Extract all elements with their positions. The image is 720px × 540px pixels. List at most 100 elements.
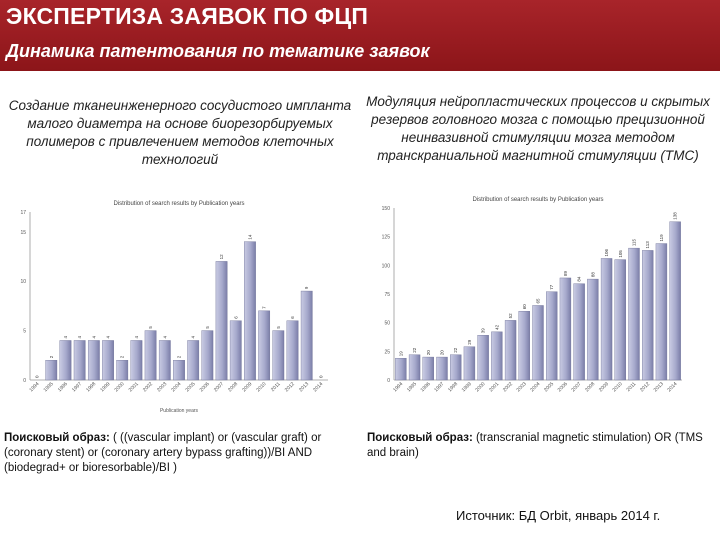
x-tick-label: 2003 [156, 381, 168, 393]
bar [258, 310, 271, 381]
x-tick-label: 2001 [488, 381, 500, 393]
x-tick-label: 2004 [529, 381, 541, 393]
bar [244, 241, 256, 381]
data-label: 4 [134, 335, 139, 338]
data-label: 88 [590, 272, 595, 278]
bar [628, 247, 640, 381]
data-label: 4 [91, 335, 96, 338]
slide-subtitle: Динамика патентования по тематике заявок [6, 41, 430, 61]
x-tick-label: 2008 [584, 381, 596, 393]
bar [130, 340, 143, 381]
bar [395, 358, 407, 381]
x-tick-label: 1997 [433, 381, 445, 393]
bar [215, 261, 228, 381]
data-label: 105 [618, 250, 623, 258]
bar [573, 283, 585, 381]
bar [518, 310, 530, 381]
y-tick-label: 10 [20, 279, 26, 285]
x-tick-label: 2005 [543, 381, 555, 393]
data-label: 20 [440, 350, 445, 356]
x-tick-label: 1996 [420, 381, 432, 393]
data-label: 113 [645, 241, 650, 249]
bar [73, 340, 86, 381]
x-tick-label: 2011 [626, 381, 638, 393]
bar [546, 291, 558, 381]
data-label: 19 [398, 351, 403, 357]
bar [173, 360, 185, 381]
left-chart-svg: Distribution of search results by Public… [20, 201, 328, 414]
y-tick-label: 5 [23, 329, 26, 335]
x-tick-label: 2003 [516, 381, 528, 393]
bar [144, 330, 157, 381]
bar [300, 290, 313, 381]
y-tick-label: 17 [20, 210, 26, 216]
data-label: 115 [632, 238, 637, 246]
data-label: 4 [77, 335, 82, 338]
x-tick-label: 1996 [57, 381, 69, 393]
x-tick-label: 1994 [392, 381, 404, 393]
data-label: 60 [522, 304, 527, 310]
bar [229, 320, 242, 381]
y-tick-label: 0 [387, 378, 390, 384]
bar [463, 346, 476, 381]
data-label: 5 [276, 326, 281, 329]
x-tick-label: 2009 [598, 381, 610, 393]
left-topic: Создание тканеинженерного сосудистого им… [8, 98, 352, 167]
data-label: 138 [673, 212, 678, 220]
bar [614, 259, 626, 381]
y-tick-label: 50 [384, 321, 390, 327]
data-label: 89 [563, 270, 568, 276]
x-tick-label: 2013 [298, 381, 310, 393]
bar [532, 305, 544, 381]
data-label: 0 [318, 375, 323, 378]
slide-title: ЭКСПЕРТИЗА ЗАЯВОК ПО ФЦП [6, 3, 369, 29]
data-label: 4 [106, 335, 111, 338]
left-query-text: ( ((vascular implant) or (vascular graft… [4, 432, 322, 474]
data-label: 7 [262, 306, 267, 309]
data-label: 4 [191, 335, 196, 338]
right-chart-svg: Distribution of search results by Public… [382, 197, 682, 393]
x-tick-label: 2010 [255, 381, 267, 393]
data-label: 39 [481, 328, 486, 334]
bar [642, 250, 654, 381]
bar [559, 277, 572, 381]
right-query-label: Поисковый образ: [367, 432, 473, 444]
y-tick-label: 100 [382, 263, 391, 269]
bar [587, 278, 599, 381]
data-label: 4 [63, 335, 68, 338]
left-query-label: Поисковый образ: [4, 432, 110, 444]
bar [477, 335, 489, 381]
bar [87, 340, 100, 381]
bar [102, 340, 114, 381]
y-tick-label: 125 [382, 235, 391, 241]
data-label: 65 [536, 298, 541, 304]
data-label: 2 [49, 355, 54, 358]
data-label: 77 [549, 284, 554, 290]
bar [116, 360, 129, 381]
y-tick-label: 25 [384, 349, 390, 355]
x-tick-label: 2001 [128, 381, 140, 393]
right-chart: Distribution of search results by Public… [368, 192, 692, 414]
bar [45, 360, 58, 381]
bar [158, 340, 171, 381]
x-tick-label: 2014 [312, 381, 324, 393]
bar [59, 340, 72, 381]
x-tick-label: 2005 [184, 381, 196, 393]
data-label: 119 [659, 234, 664, 242]
data-label: 14 [247, 234, 252, 240]
bar [187, 340, 200, 381]
x-tick-label: 1997 [71, 381, 83, 393]
x-tick-label: 2011 [270, 381, 282, 393]
x-tick-label: 2007 [213, 381, 225, 393]
x-tick-label: 2012 [639, 381, 651, 393]
data-label: 9 [304, 286, 309, 289]
data-label: 6 [290, 316, 295, 319]
x-tick-label: 2008 [227, 381, 239, 393]
x-tick-label: 2002 [502, 381, 514, 393]
x-tick-label: 2004 [170, 381, 182, 393]
chart-title: Distribution of search results by Public… [113, 201, 244, 207]
right-search-query: Поисковый образ: (transcranial magnetic … [367, 431, 707, 461]
data-label: 29 [467, 339, 472, 345]
bar [408, 354, 421, 381]
bar [450, 354, 462, 381]
